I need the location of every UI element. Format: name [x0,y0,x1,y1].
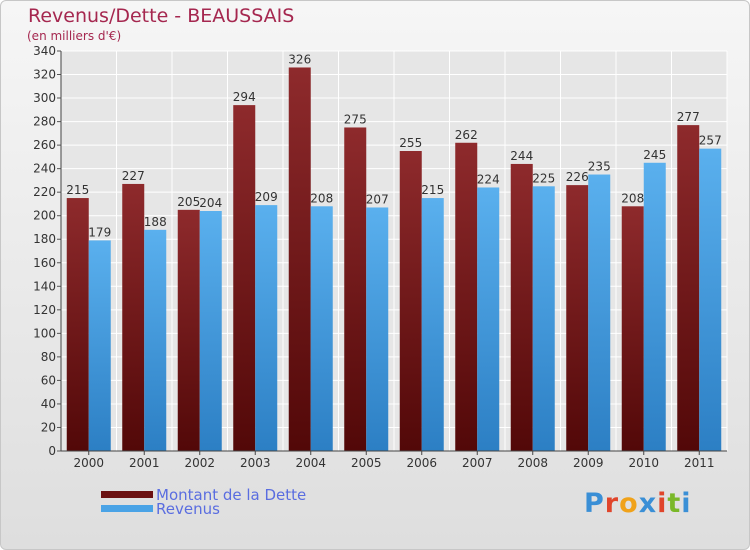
y-tick-label: 180 [33,232,56,246]
y-tick-label: 20 [41,420,56,434]
data-label-revenue: 225 [532,171,555,185]
bar-debt [66,198,89,451]
x-tick-label: 2003 [240,456,271,470]
y-tick-label: 60 [41,373,56,387]
y-tick-label: 40 [41,397,56,411]
logo-letter: i [657,488,668,519]
legend-swatch-revenue [101,505,153,512]
bar-revenue [199,211,222,451]
logo-letter: i [681,488,692,519]
data-label-revenue: 204 [199,196,222,210]
legend-swatch-debt [101,491,153,498]
bar-revenue [699,148,722,451]
data-label-debt: 227 [122,169,145,183]
y-tick-label: 240 [33,162,56,176]
data-label-debt: 208 [621,191,644,205]
y-tick-label: 320 [33,68,56,82]
data-label-revenue: 179 [88,225,111,239]
bar-revenue [88,240,111,451]
chart-subtitle: (en milliers d'€) [27,29,122,43]
data-label-debt: 226 [566,170,589,184]
bar-revenue [421,198,444,451]
y-tick-label: 280 [33,115,56,129]
bar-revenue [310,206,333,451]
y-tick-label: 200 [33,209,56,223]
bar-revenue [532,186,555,451]
logo-letter: x [638,488,658,519]
logo-letter: P [584,488,605,519]
bar-debt [677,125,700,451]
y-tick-label: 140 [33,279,56,293]
bar-revenue [477,187,500,451]
data-label-debt: 262 [455,128,478,142]
y-tick-label: 100 [33,326,56,340]
bar-debt [621,206,644,451]
data-label-revenue: 188 [144,215,167,229]
y-tick-label: 120 [33,303,56,317]
bar-debt [177,209,200,451]
logo-letter: o [619,488,639,519]
x-tick-label: 2007 [462,456,493,470]
bar-debt [399,151,422,451]
y-tick-label: 260 [33,138,56,152]
bar-debt [344,127,367,452]
data-label-revenue: 224 [477,172,500,186]
proxiti-logo: Proxiti [584,488,692,519]
bar-debt [510,163,533,452]
chart-title: Revenus/Dette - BEAUSSAIS [28,5,295,27]
data-label-debt: 275 [344,112,367,126]
data-label-debt: 215 [66,183,89,197]
x-tick-label: 2002 [184,456,215,470]
bar-revenue [255,205,278,451]
data-label-revenue: 235 [588,160,611,174]
data-label-revenue: 207 [366,192,389,206]
x-tick-label: 2000 [73,456,104,470]
data-label-revenue: 215 [421,183,444,197]
data-label-debt: 255 [399,136,422,150]
y-tick-label: 80 [41,350,56,364]
data-label-revenue: 245 [643,148,666,162]
data-label-debt: 326 [288,52,311,66]
bar-revenue [643,162,666,451]
x-tick-label: 2006 [406,456,437,470]
data-label-debt: 244 [510,149,533,163]
data-label-debt: 294 [233,90,256,104]
bar-debt [233,105,256,451]
x-tick-label: 2008 [517,456,548,470]
x-tick-label: 2011 [684,456,715,470]
logo-letter: t [667,488,682,519]
y-tick-label: 220 [33,185,56,199]
y-tick-label: 160 [33,256,56,270]
bar-debt [288,67,311,452]
x-tick-label: 2001 [129,456,160,470]
bar-debt [566,185,589,451]
bar-revenue [366,207,389,451]
bar-revenue [588,174,611,451]
logo-letter: r [604,488,620,519]
data-label-revenue: 208 [310,191,333,205]
y-tick-label: 300 [33,91,56,105]
bar-debt [455,142,478,451]
bar-debt [122,183,145,452]
data-label-debt: 277 [677,110,700,124]
x-tick-label: 2005 [351,456,382,470]
legend-label-revenue: Revenus [156,500,220,518]
bar-revenue [144,229,167,451]
data-label-revenue: 257 [699,134,722,148]
data-label-debt: 205 [177,195,200,209]
y-tick-label: 0 [48,444,56,458]
x-tick-label: 2010 [628,456,659,470]
x-tick-label: 2009 [573,456,604,470]
x-tick-label: 2004 [295,456,326,470]
y-tick-label: 340 [33,44,56,58]
data-label-revenue: 209 [255,190,278,204]
legend-label-debt: Montant de la Dette [156,486,307,504]
